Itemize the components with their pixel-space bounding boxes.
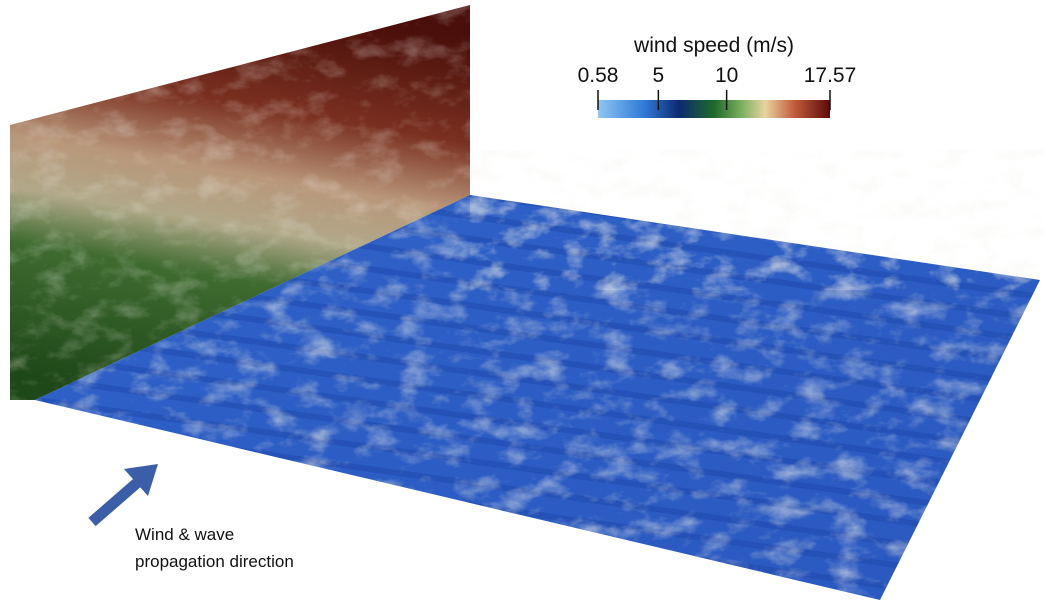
direction-arrow [92, 464, 158, 522]
colorbar-title: wind speed (m/s) [633, 34, 794, 57]
colorbar-tick-label: 0.58 [578, 64, 619, 87]
colorbar: wind speed (m/s) 0.58 5 10 17.57 [578, 34, 857, 118]
colorbar-tick-label: 5 [653, 64, 665, 87]
scene: wind speed (m/s) 0.58 5 10 17.57 Wind & wav… [0, 0, 1044, 609]
colorbar-tick-label: 17.57 [804, 64, 857, 87]
colorbar-gradient [598, 100, 830, 118]
colorbar-tick-label: 10 [715, 64, 738, 87]
annotation-line: Wind & wave [135, 525, 234, 544]
page: wind speed (m/s) 0.58 5 10 17.57 Wind & wav… [0, 0, 1044, 609]
cloud-haze [470, 150, 1044, 290]
annotation-line: propagation direction [135, 552, 294, 571]
